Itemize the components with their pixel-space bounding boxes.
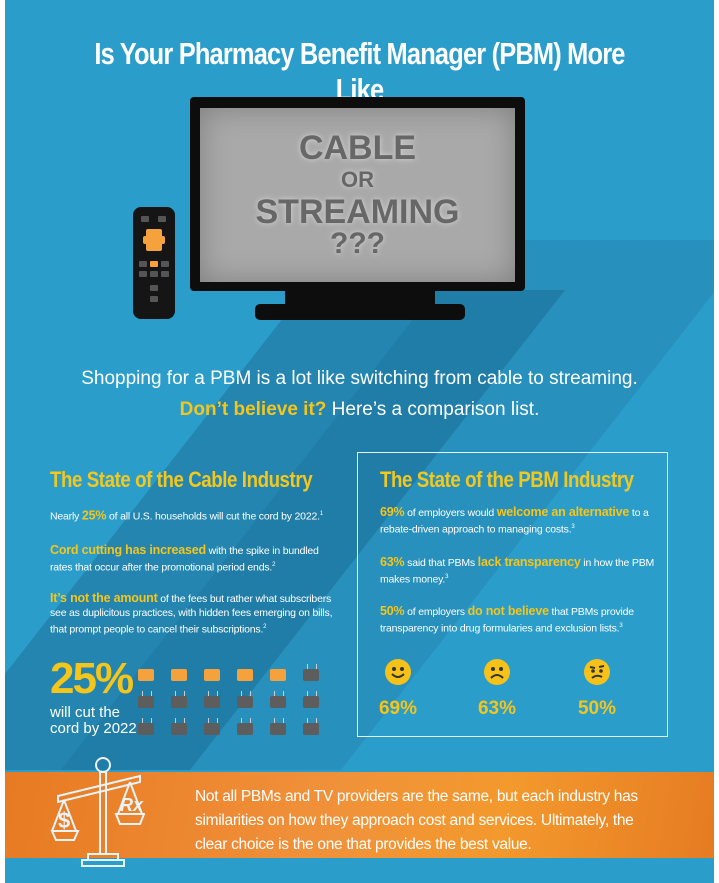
tv-stand-neck — [285, 290, 435, 308]
tv-icon — [204, 691, 220, 708]
tv-icon — [237, 718, 253, 735]
tv-icon — [204, 718, 220, 735]
tv-icon — [303, 664, 319, 681]
dollar-sign: $ — [58, 808, 70, 833]
tv-icon — [270, 718, 286, 735]
banner-text: Not all PBMs and TV providers are the sa… — [195, 788, 638, 853]
smiley-happy-icon — [385, 659, 411, 685]
tv-icon — [237, 691, 253, 708]
tv-icon — [171, 669, 187, 681]
tv-icon — [171, 718, 187, 735]
pbm-item: 69% of employers would welcome an altern… — [380, 505, 649, 536]
cable-item: Cord cutting has increased with the spik… — [50, 543, 319, 574]
tagline-line2: Don’t believe it? Here’s a comparison li… — [5, 399, 714, 421]
cable-item: It’s not the amount of the fees but rath… — [50, 591, 333, 636]
tv-icon — [303, 718, 319, 735]
tv-icon — [171, 691, 187, 708]
screen-line: ??? — [330, 227, 385, 260]
infographic: Is Your Pharmacy Benefit Manager (PBM) M… — [5, 0, 714, 883]
tv-icon — [138, 691, 154, 708]
screen-line: STREAMING — [255, 193, 460, 231]
tv-screen: CABLE OR STREAMING ??? — [200, 108, 515, 282]
tagline-highlight: Don’t believe it? — [179, 399, 327, 420]
tv-icon — [270, 669, 286, 681]
scale-icon: $ Rx — [50, 757, 145, 867]
tv-icon — [138, 718, 154, 735]
cable-section-title: The State of the Cable Industry — [50, 467, 313, 492]
smiley-sad-icon — [484, 659, 510, 685]
cable-stat-caption: will cut the cord by 2022 — [50, 704, 137, 737]
smiley-confused-icon — [584, 659, 610, 685]
tv-icon — [270, 691, 286, 708]
tagline-line1: Shopping for a PBM is a lot like switchi… — [81, 368, 638, 389]
tv-icon — [237, 669, 253, 681]
page-title: Is Your Pharmacy Benefit Manager (PBM) M… — [94, 36, 625, 107]
pbm-section-title: The State of the PBM Industry — [380, 467, 634, 492]
pbm-section-box — [357, 452, 668, 737]
face-percent: 63% — [477, 698, 517, 719]
pbm-item: 50% of employers do not believe that PBM… — [380, 604, 634, 635]
screen-line: OR — [341, 167, 374, 192]
remote-control-icon — [133, 207, 175, 319]
face-percent: 69% — [378, 698, 418, 719]
screen-line: CABLE — [298, 129, 417, 167]
cable-stat-value: 25% — [50, 654, 134, 703]
tv-icon — [204, 669, 220, 681]
tv-illustration: CABLE OR STREAMING ??? — [190, 97, 525, 291]
pbm-item: 63% said that PBMs lack transparency in … — [380, 555, 655, 586]
cable-item: Nearly 25% of all U.S. households will c… — [50, 508, 323, 523]
tv-icon — [138, 669, 154, 681]
tagline-rest: Here’s a comparison list. — [326, 399, 540, 420]
tv-stand-base — [255, 304, 465, 320]
face-percent: 50% — [577, 698, 617, 719]
rx-sign: Rx — [120, 795, 144, 815]
tv-icon — [303, 691, 319, 708]
